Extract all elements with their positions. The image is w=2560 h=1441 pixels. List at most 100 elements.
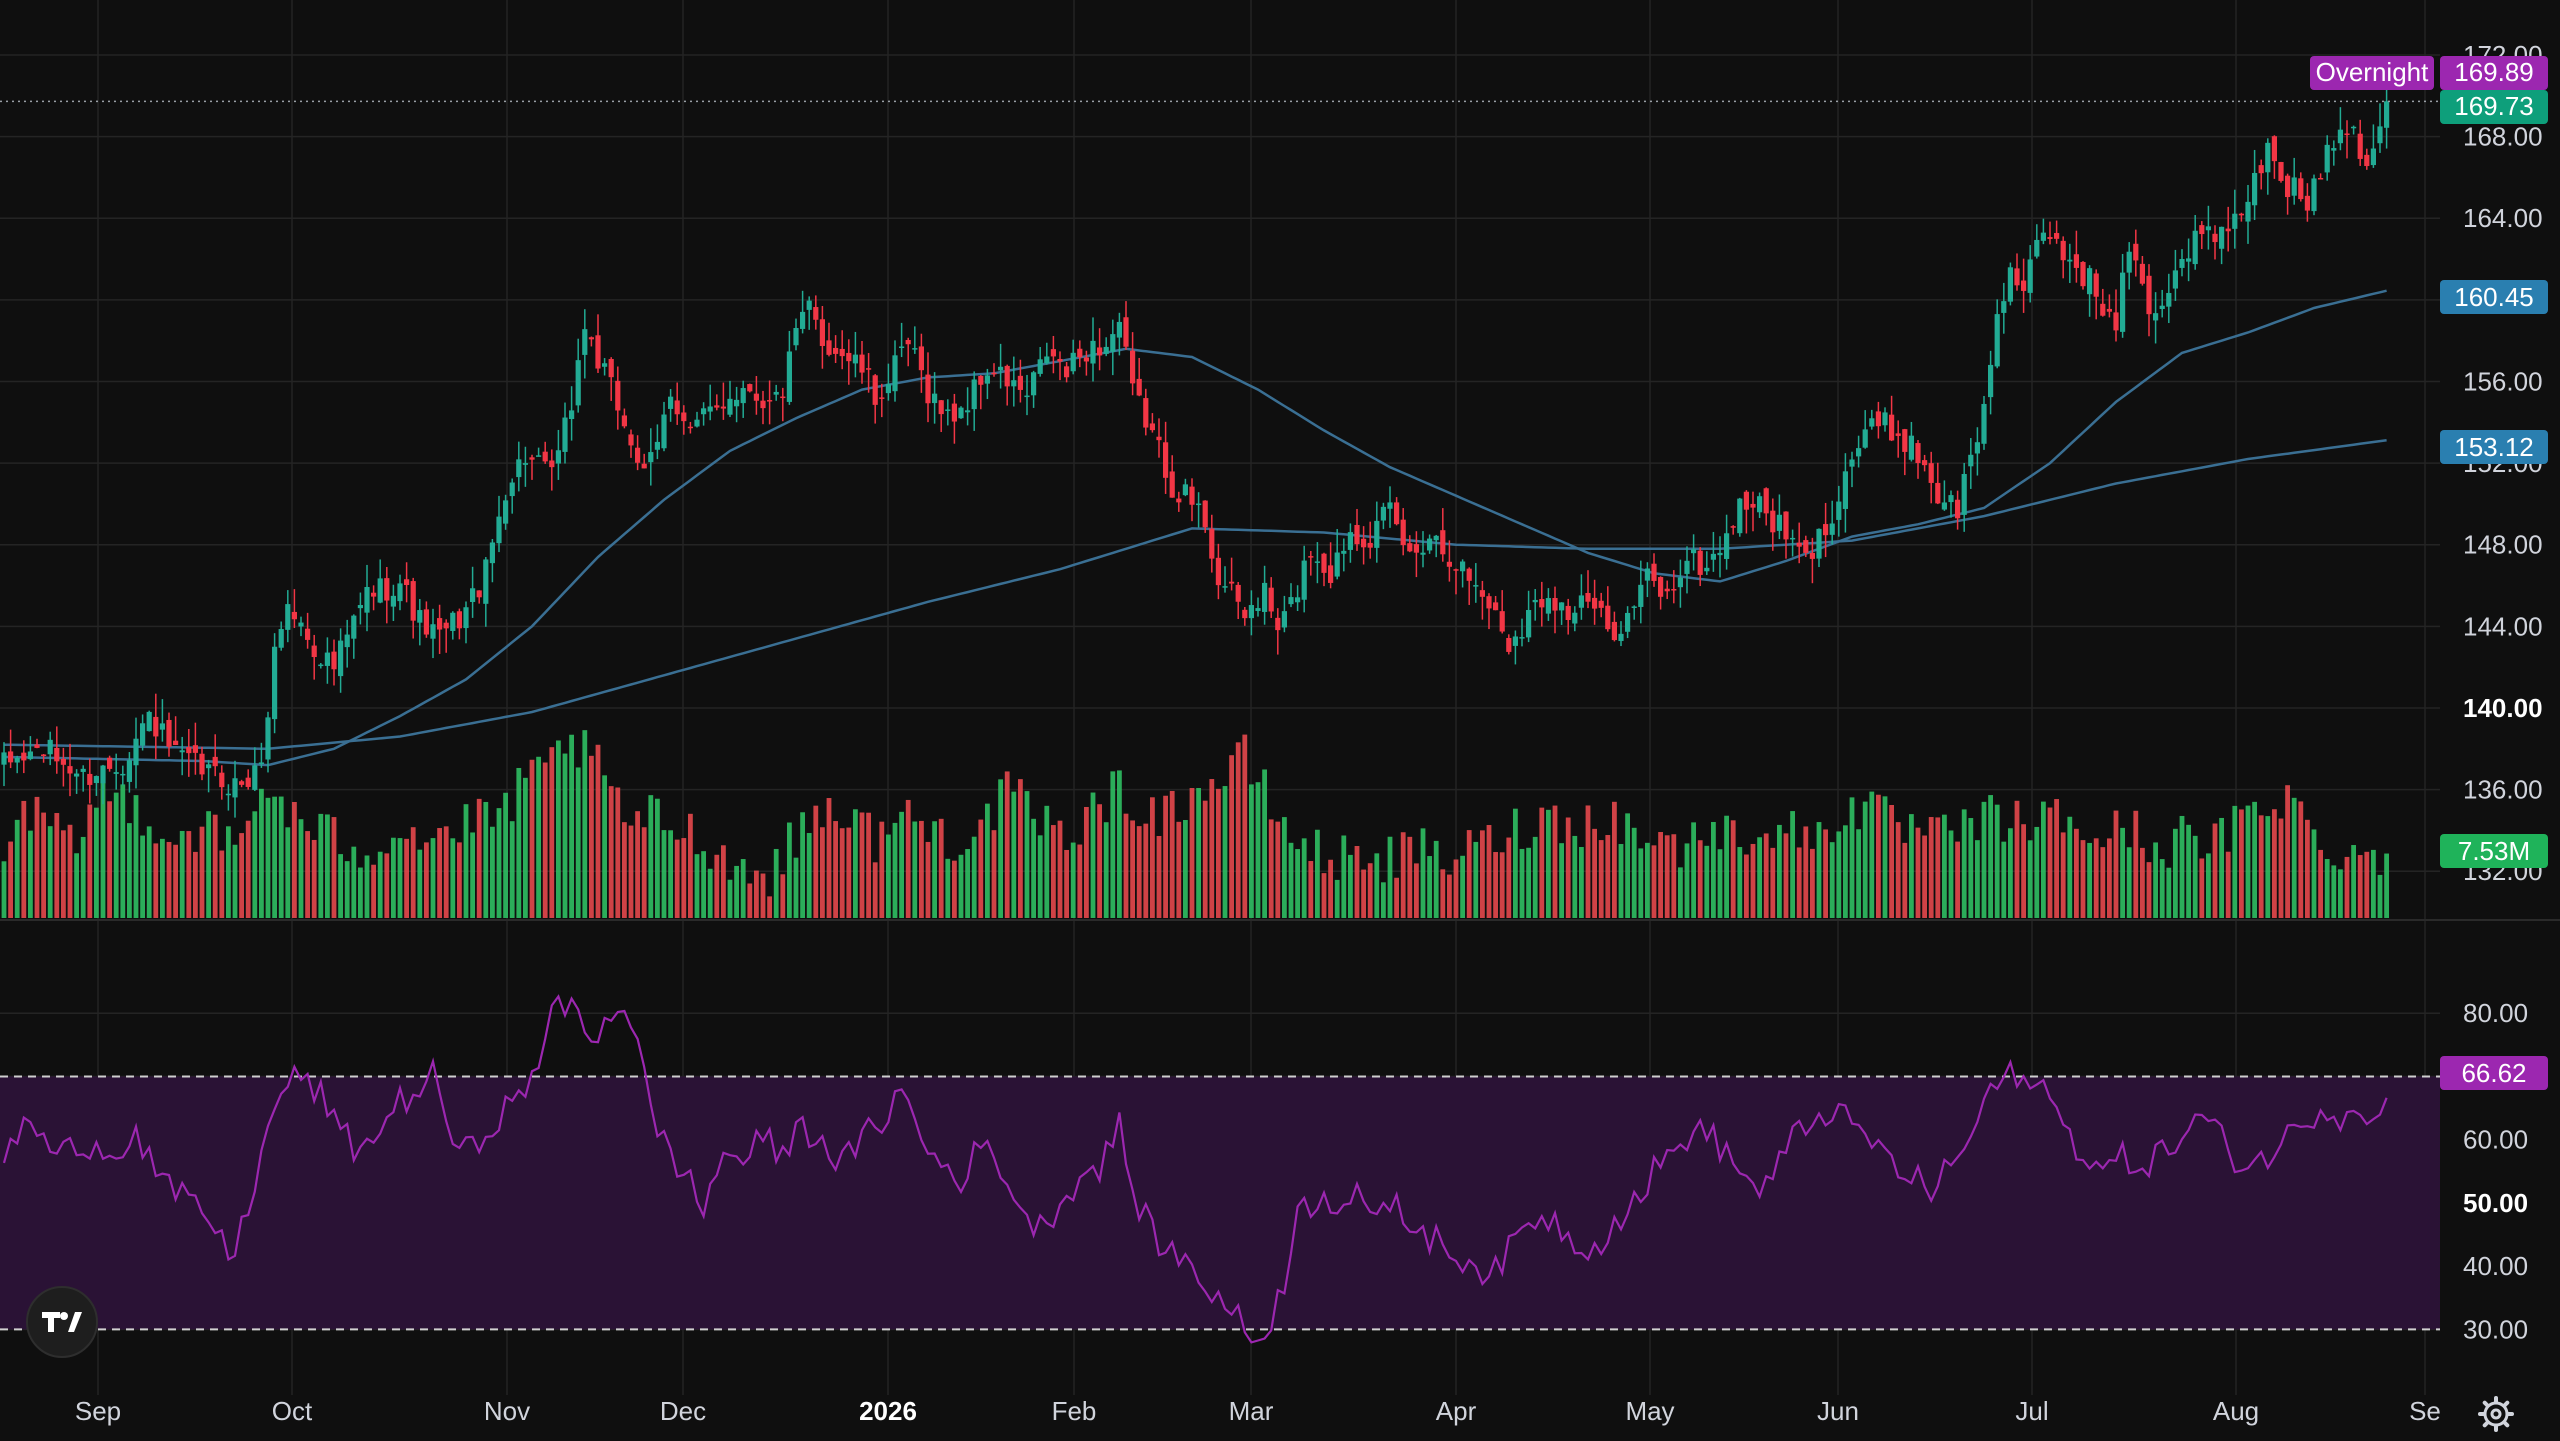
candlestick xyxy=(628,429,634,458)
volume-bar xyxy=(2080,840,2086,918)
candlestick xyxy=(826,322,832,357)
volume-bar xyxy=(925,841,931,918)
volume-bar xyxy=(1315,829,1320,918)
candlestick xyxy=(1255,597,1261,617)
candlestick xyxy=(1050,335,1056,374)
candlestick xyxy=(2304,183,2310,222)
volume-bar xyxy=(490,826,495,918)
candlestick xyxy=(1420,531,1426,568)
candlestick xyxy=(1935,462,1941,505)
overnight-value-bg xyxy=(2440,56,2548,90)
volume-bar xyxy=(298,819,304,918)
volume-bar xyxy=(410,827,416,918)
last-price-bg xyxy=(2440,90,2548,124)
volume-bar xyxy=(100,781,106,918)
candlestick xyxy=(1182,478,1188,497)
candlestick xyxy=(2192,215,2198,270)
candlestick xyxy=(542,441,548,464)
volume-bar xyxy=(2093,838,2099,918)
volume-bar xyxy=(1975,840,1980,918)
volume-bar xyxy=(2377,874,2383,918)
candlestick xyxy=(179,736,185,776)
volume-bar xyxy=(1961,809,1967,918)
candlestick xyxy=(1618,621,1624,647)
volume-bar xyxy=(285,827,291,918)
candlestick xyxy=(1301,545,1307,613)
volume-bar xyxy=(1084,806,1089,918)
volume-bar xyxy=(1282,817,1287,918)
volume-bar xyxy=(2291,797,2297,918)
candlestick xyxy=(2166,273,2172,324)
volume-bar xyxy=(952,860,957,918)
volume-bar xyxy=(1737,847,1743,918)
candlestick xyxy=(1697,547,1703,587)
volume-bar xyxy=(1037,835,1043,918)
volume-bar xyxy=(773,848,779,918)
volume-bar xyxy=(846,827,852,918)
candlestick xyxy=(2060,236,2066,279)
volume-bar xyxy=(61,830,66,918)
candlestick xyxy=(1017,359,1023,403)
overnight-value: 169.89 xyxy=(2454,57,2534,87)
volume-bar xyxy=(1955,841,1960,918)
volume-bar xyxy=(1499,852,1505,918)
ma-fast-bg xyxy=(2440,280,2548,314)
candlestick xyxy=(2100,288,2106,317)
volume-bar xyxy=(457,842,462,918)
volume-bar xyxy=(628,825,634,918)
candlestick xyxy=(417,598,423,646)
volume-bar xyxy=(1070,842,1076,918)
volume-bar xyxy=(1605,835,1611,918)
candlestick xyxy=(951,393,957,444)
volume-bar xyxy=(740,859,746,918)
candlestick xyxy=(404,562,410,603)
volume-bar xyxy=(965,849,970,918)
tradingview-logo-button[interactable] xyxy=(26,1286,98,1358)
volume-bar xyxy=(107,801,112,918)
volume-bar xyxy=(503,792,508,918)
volume-bar xyxy=(1546,809,1551,918)
volume-bar xyxy=(1051,825,1056,918)
volume-bar xyxy=(2120,827,2125,918)
candlestick xyxy=(945,399,951,426)
candlestick xyxy=(1222,566,1228,593)
settings-button[interactable] xyxy=(2474,1392,2518,1436)
candlestick xyxy=(681,405,687,435)
volume-bar xyxy=(1249,784,1254,918)
volume-bar xyxy=(635,811,640,918)
volume-bar xyxy=(1433,840,1439,918)
volume-bar xyxy=(199,826,205,918)
candlestick xyxy=(800,290,806,334)
volume-bar xyxy=(2113,810,2119,918)
volume-bar xyxy=(443,826,449,918)
volume-bar xyxy=(2252,801,2257,918)
volume-bar xyxy=(668,830,673,918)
volume-bar xyxy=(424,842,429,918)
volume-bar xyxy=(1361,869,1366,918)
volume-bar xyxy=(622,822,627,918)
candlestick xyxy=(2364,148,2370,170)
volume-bar xyxy=(212,814,218,918)
volume-bar xyxy=(2133,810,2139,918)
time-axis[interactable]: Sep Oct Nov Dec 2026 Feb Mar Apr May Jun Jul Aug Se xyxy=(75,1396,2441,1426)
time-tick-label: Aug xyxy=(2213,1396,2259,1426)
candlestick xyxy=(1453,568,1459,595)
candlestick xyxy=(120,765,126,786)
volume-bar xyxy=(2107,838,2112,918)
candlestick xyxy=(291,589,297,628)
rsi-tick-label: 40.00 xyxy=(2463,1251,2528,1281)
volume-bar xyxy=(912,821,918,918)
ma-slow-badge: 153.12 xyxy=(2440,430,2548,464)
volume-bar xyxy=(1196,787,1201,918)
candlestick xyxy=(298,616,304,637)
candlestick xyxy=(2047,221,2053,245)
candlestick xyxy=(1677,559,1683,608)
volume-bar xyxy=(1367,863,1373,918)
candlestick xyxy=(265,711,271,773)
volume-bar xyxy=(1889,805,1894,918)
candlestick xyxy=(1202,500,1208,533)
volume-bar xyxy=(476,798,482,918)
volume-bar xyxy=(1539,807,1545,918)
